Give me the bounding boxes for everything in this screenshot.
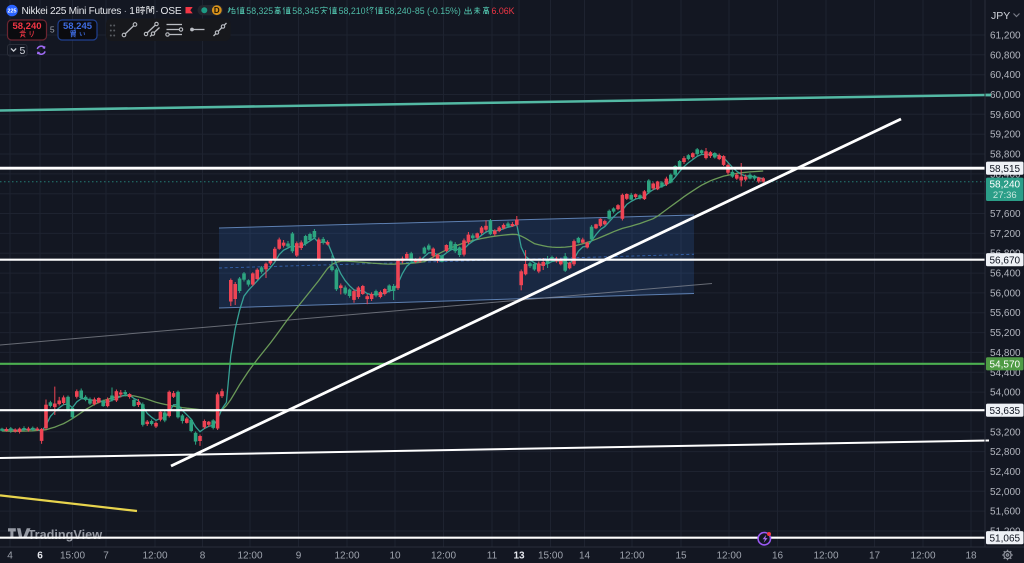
svg-text:11: 11 <box>487 551 498 562</box>
svg-text:58,345: 58,345 <box>292 6 319 16</box>
svg-text:51,065: 51,065 <box>990 533 1021 544</box>
svg-text:54,570: 54,570 <box>990 359 1021 370</box>
svg-text:52,000: 52,000 <box>990 487 1021 498</box>
svg-text:15: 15 <box>675 551 687 562</box>
svg-text:54,400: 54,400 <box>990 368 1021 379</box>
svg-text:27:36: 27:36 <box>993 190 1017 201</box>
svg-text:57,600: 57,600 <box>990 209 1021 220</box>
svg-text:·: · <box>155 6 158 17</box>
svg-text:5: 5 <box>50 25 55 35</box>
svg-text:58,245: 58,245 <box>63 21 93 32</box>
svg-text:58,240: 58,240 <box>385 6 412 16</box>
svg-text:Nikkei 225 Mini Futures · 1: Nikkei 225 Mini Futures · 1 <box>22 6 136 17</box>
svg-text:13: 13 <box>513 551 525 562</box>
svg-text:57,200: 57,200 <box>990 229 1021 240</box>
svg-text:6: 6 <box>37 551 43 562</box>
svg-text:53,200: 53,200 <box>990 427 1021 438</box>
svg-text:12:00: 12:00 <box>237 551 262 562</box>
svg-text:58,210: 58,210 <box>339 6 366 16</box>
svg-text:D: D <box>214 6 220 15</box>
svg-text:52,400: 52,400 <box>990 467 1021 478</box>
svg-text:10: 10 <box>389 551 401 562</box>
svg-text:51,600: 51,600 <box>990 507 1021 518</box>
svg-text:17: 17 <box>869 551 881 562</box>
svg-text:OSE: OSE <box>161 6 182 17</box>
svg-text:58,240: 58,240 <box>12 21 41 32</box>
svg-text:225: 225 <box>8 9 17 15</box>
svg-text:15:00: 15:00 <box>538 551 563 562</box>
svg-text:60,000: 60,000 <box>990 90 1021 101</box>
svg-text:53,635: 53,635 <box>990 406 1021 417</box>
svg-text:52,800: 52,800 <box>990 447 1021 458</box>
svg-text:TradingView: TradingView <box>28 528 103 542</box>
svg-text:58,515: 58,515 <box>990 164 1021 175</box>
svg-text:12:00: 12:00 <box>910 551 935 562</box>
svg-text:56,670: 56,670 <box>990 255 1021 266</box>
svg-text:9: 9 <box>296 551 302 562</box>
svg-text:12:00: 12:00 <box>619 551 644 562</box>
svg-text:60,800: 60,800 <box>990 50 1021 61</box>
svg-text:-85 (-0.15%): -85 (-0.15%) <box>412 6 461 16</box>
svg-text:18: 18 <box>965 551 977 562</box>
svg-text:58,400: 58,400 <box>990 169 1021 180</box>
svg-text:58,800: 58,800 <box>990 150 1021 161</box>
svg-text:59,200: 59,200 <box>990 130 1021 141</box>
svg-text:4: 4 <box>7 551 13 562</box>
svg-text:54,000: 54,000 <box>990 388 1021 399</box>
svg-text:5: 5 <box>20 45 26 57</box>
svg-text:12:00: 12:00 <box>716 551 741 562</box>
svg-text:14: 14 <box>579 551 591 562</box>
svg-text:54,800: 54,800 <box>990 348 1021 359</box>
svg-text:58,240: 58,240 <box>990 179 1021 190</box>
svg-text:16: 16 <box>772 551 784 562</box>
svg-text:60,400: 60,400 <box>990 70 1021 81</box>
svg-text:6.06K: 6.06K <box>492 6 515 16</box>
svg-text:55,600: 55,600 <box>990 308 1021 319</box>
svg-text:61,200: 61,200 <box>990 31 1021 42</box>
svg-text:59,600: 59,600 <box>990 110 1021 121</box>
svg-text:15:00: 15:00 <box>60 551 85 562</box>
svg-text:12:00: 12:00 <box>334 551 359 562</box>
svg-text:12:00: 12:00 <box>813 551 838 562</box>
svg-text:12:00: 12:00 <box>431 551 456 562</box>
svg-text:7: 7 <box>103 551 109 562</box>
svg-text:56,400: 56,400 <box>990 269 1021 280</box>
svg-text:8: 8 <box>200 551 206 562</box>
svg-text:12:00: 12:00 <box>142 551 167 562</box>
svg-text:55,200: 55,200 <box>990 328 1021 339</box>
svg-text:58,325: 58,325 <box>246 6 273 16</box>
svg-text:56,000: 56,000 <box>990 288 1021 299</box>
svg-text:JPY: JPY <box>991 10 1010 22</box>
